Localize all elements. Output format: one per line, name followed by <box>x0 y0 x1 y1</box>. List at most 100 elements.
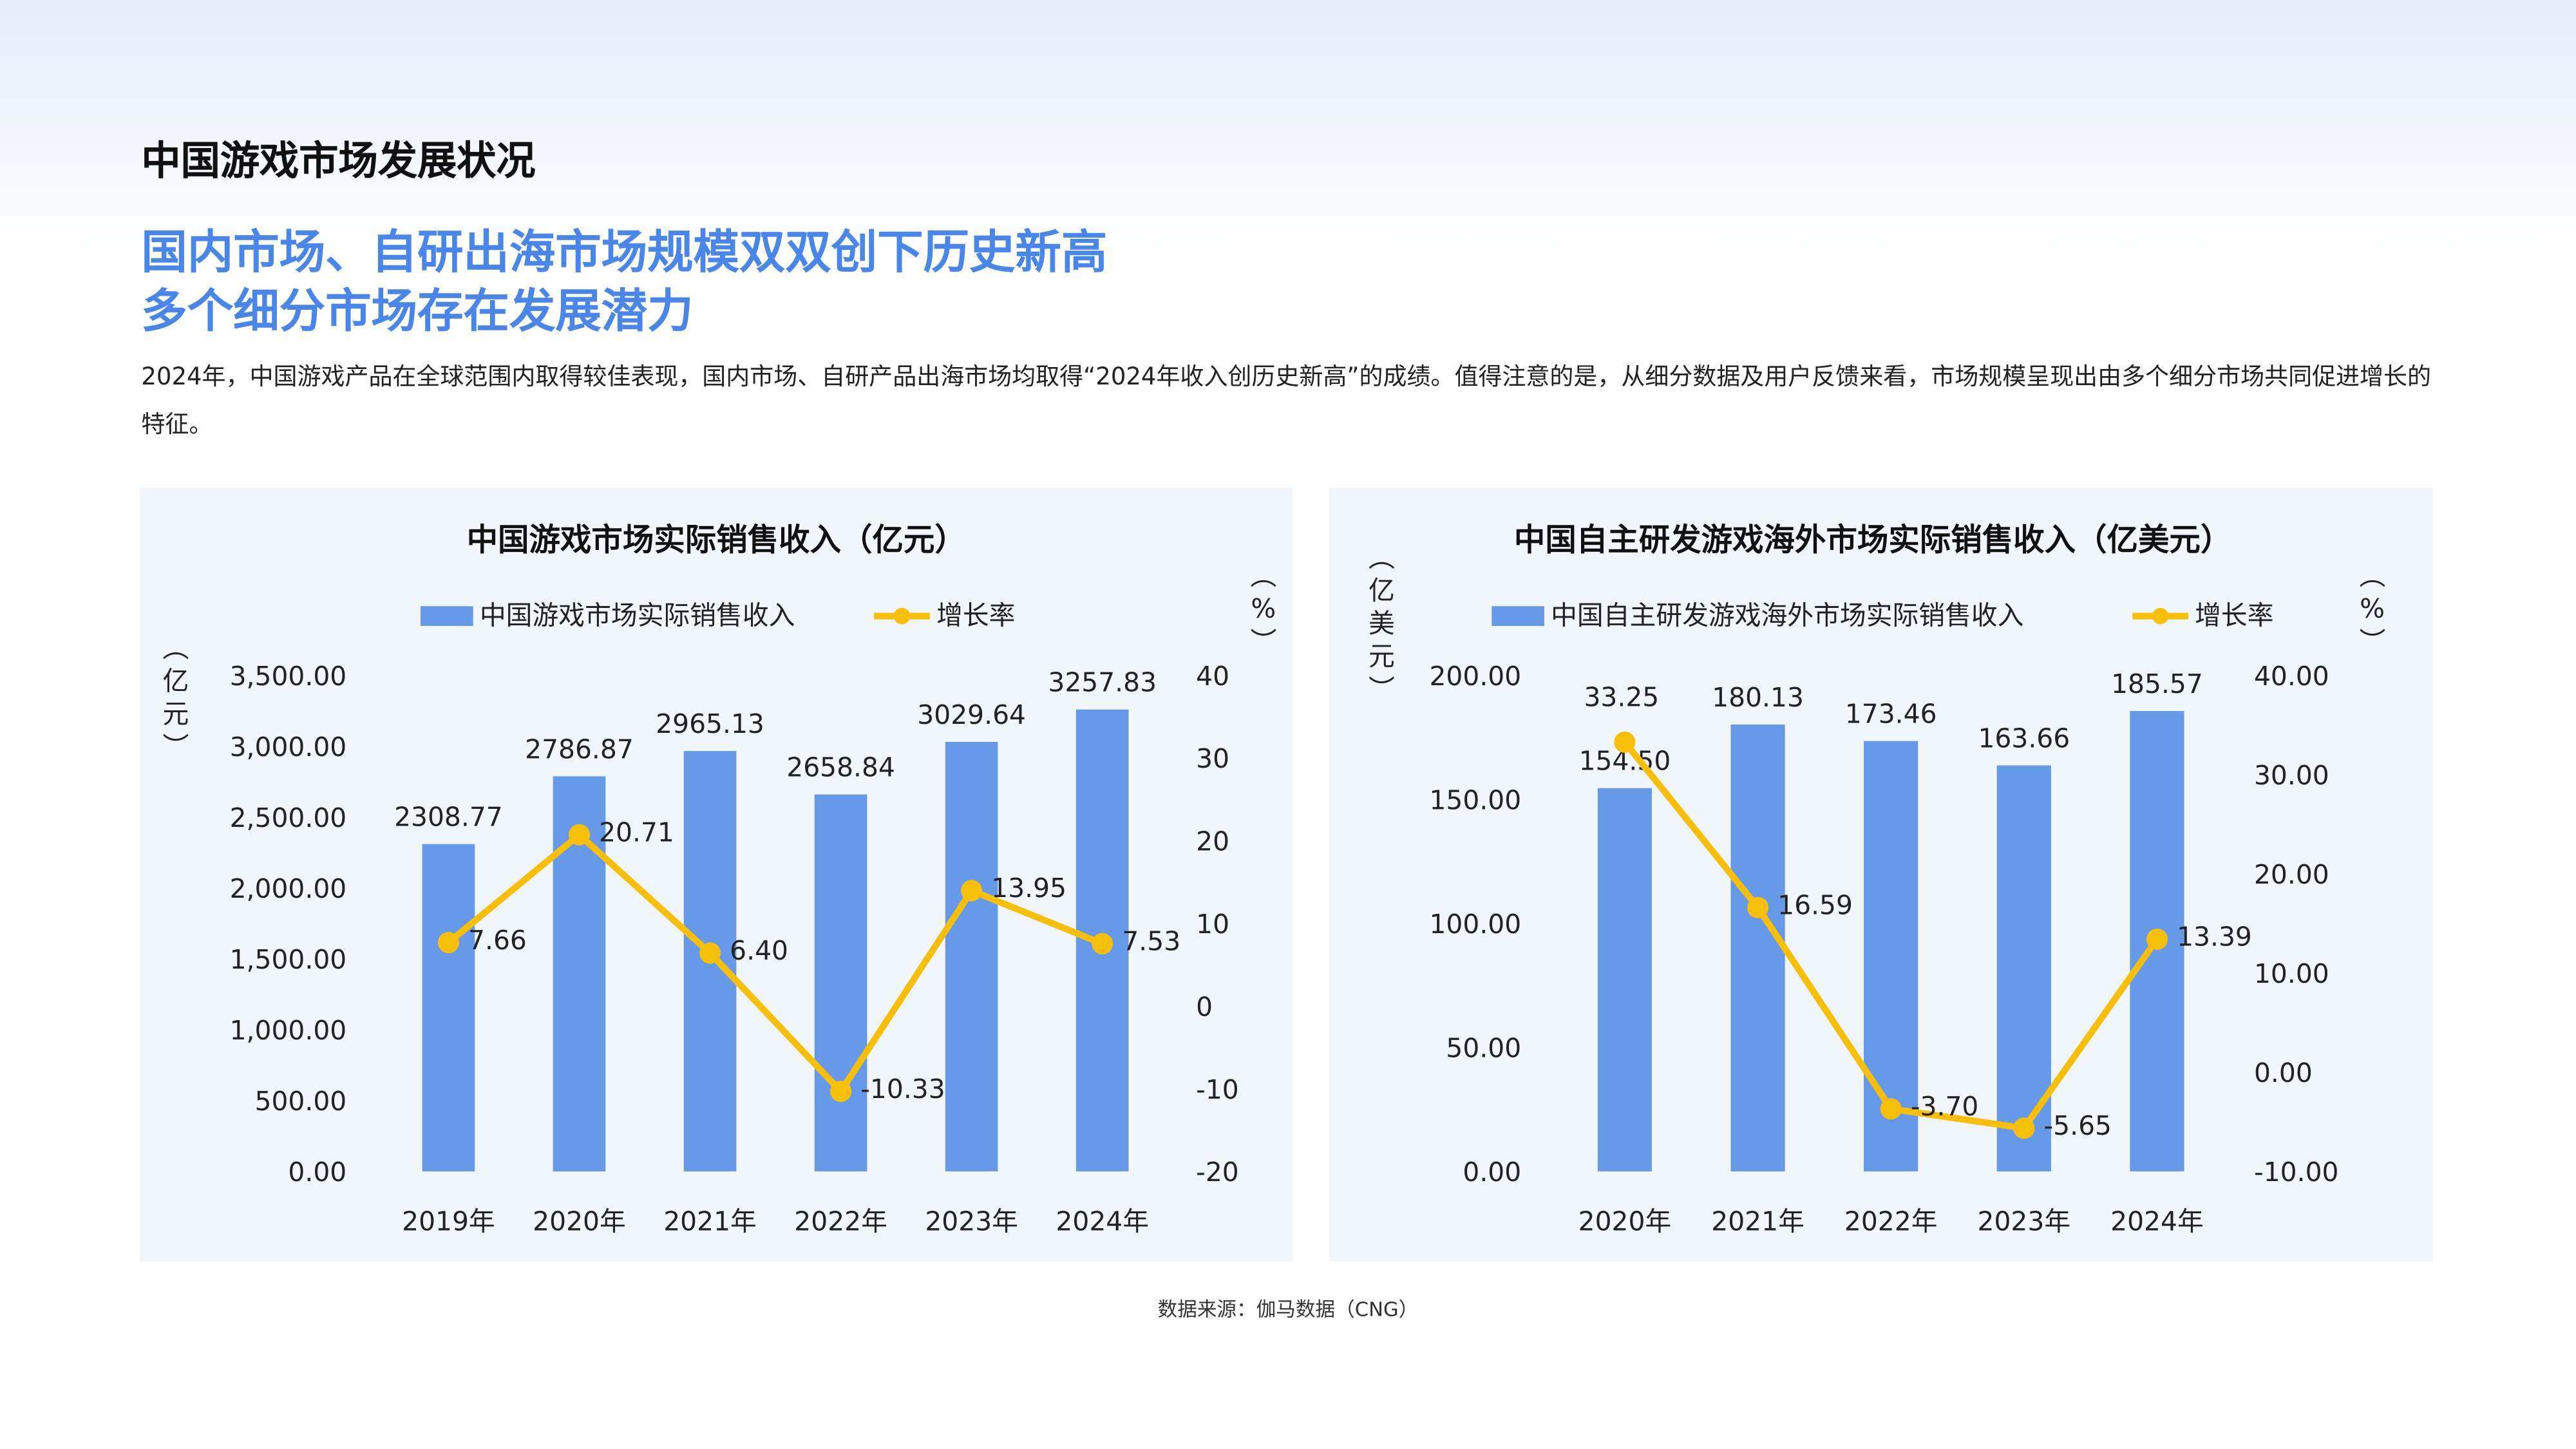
x-tick: 2022年 <box>1844 1206 1938 1237</box>
legend-line-label: 增长率 <box>936 600 1015 630</box>
y-left-tick: 500.00 <box>255 1086 347 1117</box>
bar-value-label: 2965.13 <box>656 708 764 739</box>
growth-value-label: 13.95 <box>991 873 1066 904</box>
bar-value-label: 163.66 <box>1978 723 2070 753</box>
y-left-unit-char: 亿 <box>163 665 189 696</box>
chart-title: 中国游戏市场实际销售收入（亿元） <box>467 522 966 558</box>
bar <box>945 741 998 1171</box>
bar-value-label: 2786.87 <box>525 734 634 764</box>
growth-line <box>446 831 1104 1095</box>
growth-value-label: -5.65 <box>2043 1110 2112 1141</box>
y-left-tick: 2,000.00 <box>230 873 347 904</box>
y-right-tick: 20 <box>1196 826 1229 857</box>
x-tick: 2024年 <box>1056 1206 1149 1237</box>
x-tick: 2020年 <box>1578 1206 1672 1237</box>
y-right-unit-char: ） <box>2356 627 2387 654</box>
bar-value-label: 3029.64 <box>917 699 1026 730</box>
section-title: 中国游戏市场发展状况 <box>141 138 536 184</box>
intro-paragraph: 2024年，中国游戏产品在全球范围内取得较佳表现，国内市场、自研产品出海市场均取… <box>141 365 2432 439</box>
growth-point <box>699 942 721 964</box>
growth-value-label: 20.71 <box>599 817 674 848</box>
legend-line-marker <box>893 607 911 625</box>
y-right-tick: 10 <box>1196 909 1229 940</box>
growth-point <box>437 932 460 954</box>
bar <box>422 844 475 1171</box>
y-right-unit-char: % <box>2360 593 2385 624</box>
y-left-tick: 100.00 <box>1429 909 1521 940</box>
x-tick: 2023年 <box>1978 1206 2071 1237</box>
bar-value-label: 3257.83 <box>1048 667 1157 698</box>
y-left-tick: 3,000.00 <box>230 732 347 762</box>
y-left-tick: 1,500.00 <box>230 944 347 975</box>
y-left-tick: 50.00 <box>1446 1033 1521 1064</box>
y-left-unit-char: （ <box>160 634 191 661</box>
y-left-tick: 150.00 <box>1429 784 1521 815</box>
growth-value-label: 16.59 <box>1777 889 1853 920</box>
y-left-unit-char: 美 <box>1368 608 1395 639</box>
legend-bar-label: 中国自主研发游戏海外市场实际销售收入 <box>1551 600 2023 630</box>
y-left-tick: 3,500.00 <box>230 661 347 692</box>
y-left-tick: 200.00 <box>1429 661 1521 692</box>
y-right-tick: 20.00 <box>2254 859 2329 890</box>
growth-value-label: 7.66 <box>468 925 527 956</box>
legend-bar-swatch <box>421 606 473 626</box>
headline-line-1: 国内市场、自研出海市场规模双双创下历史新高 <box>141 225 1108 279</box>
legend-line-marker <box>2152 607 2169 625</box>
bar <box>814 794 867 1171</box>
legend-bar-swatch <box>1492 606 1544 626</box>
y-left-tick: 1,000.00 <box>230 1015 347 1046</box>
y-left-unit-char: 元 <box>163 698 189 729</box>
growth-value-label: 13.39 <box>2177 922 2252 952</box>
growth-point <box>830 1081 852 1103</box>
x-tick: 2022年 <box>794 1206 887 1237</box>
y-left-unit-char: ） <box>1365 675 1396 701</box>
bar-value-label: 173.46 <box>1845 699 1937 730</box>
legend-bar-label: 中国游戏市场实际销售收入 <box>480 600 795 630</box>
y-right-tick: 30.00 <box>2254 760 2329 791</box>
y-right-tick: -20 <box>1196 1157 1239 1188</box>
bar-value-label: 2308.77 <box>394 802 503 833</box>
bar <box>1597 788 1653 1171</box>
y-right-tick: 40.00 <box>2254 661 2329 692</box>
growth-value-label: 7.53 <box>1122 926 1180 957</box>
y-right-tick: 0 <box>1196 991 1213 1022</box>
y-right-unit-char: （ <box>1247 562 1278 588</box>
y-right-unit-char: ） <box>1247 627 1278 654</box>
bar-value-label: 180.13 <box>1712 682 1804 713</box>
headline: 国内市场、自研出海市场规模双双创下历史新高 多个细分市场存在发展潜力 <box>141 223 1107 342</box>
x-tick: 2020年 <box>533 1206 626 1237</box>
bar <box>1996 765 2051 1171</box>
growth-point <box>2146 928 2168 951</box>
growth-point <box>1614 731 1636 753</box>
headline-line-2: 多个细分市场存在发展潜力 <box>141 284 694 339</box>
growth-point <box>568 824 591 846</box>
growth-value-label: 33.25 <box>1584 681 1659 712</box>
growth-point <box>961 880 983 902</box>
growth-point <box>1747 896 1769 918</box>
y-right-unit-char: （ <box>2356 562 2387 588</box>
growth-point <box>1880 1098 1902 1120</box>
x-tick: 2024年 <box>2110 1206 2204 1237</box>
chart-title: 中国自主研发游戏海外市场实际销售收入（亿美元） <box>1514 522 2231 558</box>
y-left-tick: 2,500.00 <box>230 802 347 833</box>
y-right-tick: 30 <box>1196 743 1229 774</box>
y-right-tick: -10 <box>1196 1074 1239 1105</box>
bar-value-label: 2658.84 <box>786 752 895 783</box>
y-left-tick: 0.00 <box>1463 1157 1521 1188</box>
growth-value-label: 6.40 <box>730 935 788 966</box>
y-left-unit-char: ） <box>160 733 191 759</box>
bar-value-label: 185.57 <box>2111 668 2203 699</box>
y-right-tick: 40 <box>1196 661 1229 692</box>
y-left-unit-char: 亿 <box>1368 575 1395 606</box>
growth-value-label: -3.70 <box>1911 1091 1979 1122</box>
data-source: 数据来源：伽马数据（CNG） <box>1157 1298 1419 1321</box>
y-left-unit-char: （ <box>1365 544 1396 570</box>
legend-line-label: 增长率 <box>2195 600 2273 630</box>
x-tick: 2021年 <box>1711 1206 1804 1237</box>
y-left-tick: 0.00 <box>288 1157 346 1188</box>
y-left-unit-char: 元 <box>1368 641 1395 672</box>
y-right-unit-char: % <box>1251 593 1276 624</box>
y-right-tick: 10.00 <box>2254 958 2329 989</box>
